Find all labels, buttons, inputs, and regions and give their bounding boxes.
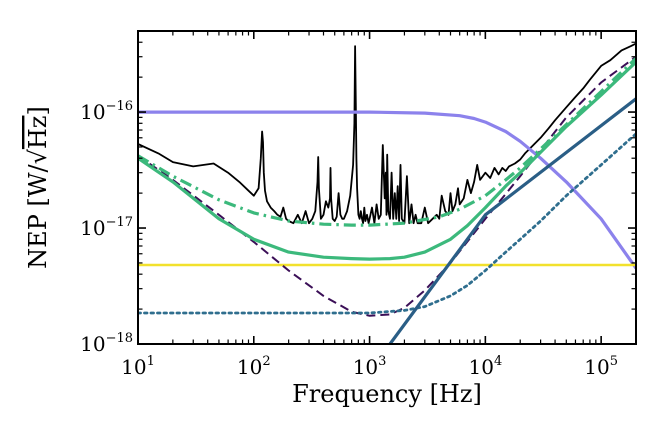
series-layer [138,42,636,344]
y-axis-label-main: NEP [W/ [24,164,52,269]
series-green-solid [138,60,636,261]
series-purple-flat-rolls-off [138,110,636,270]
y-tick-label: 10−18 [80,331,133,356]
x-tick-label: 102 [237,354,271,379]
y-tick-label: 10−16 [80,99,133,124]
y-axis-label-text: NEP [W/√Hz] [24,106,52,269]
series-green-dash-dot [138,57,636,227]
series-blue-solid-rising [388,97,636,344]
series-blue-dotted [138,132,636,315]
x-tick-label: 104 [468,354,502,379]
series-measured-noise [138,42,636,225]
x-tick-label: 103 [353,354,387,379]
x-tick-label: 101 [121,354,155,379]
y-axis-label-sqrt-symbol: √ [24,148,52,164]
tick-layer: 101 102 103 104 105 10−18 10−17 10−16 [80,31,636,379]
x-axis-label: Frequency [Hz] [292,380,482,408]
x-tick-label: 105 [584,354,618,379]
y-tick-label: 10−17 [80,215,133,240]
y-axis-label: NEP [W/√Hz] [24,106,52,269]
y-axis-label-close: ] [24,106,52,115]
y-axis-label-root: Hz [24,116,52,150]
plot-frame [137,30,637,345]
